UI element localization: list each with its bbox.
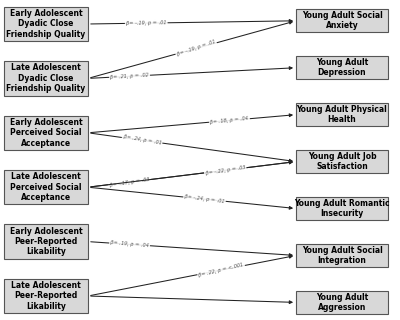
FancyBboxPatch shape <box>296 103 388 126</box>
Text: Early Adolescent
Perceived Social
Acceptance: Early Adolescent Perceived Social Accept… <box>10 118 82 148</box>
Text: β= -.19, p = .01: β= -.19, p = .01 <box>126 20 166 26</box>
Text: Young Adult Social
Anxiety: Young Adult Social Anxiety <box>302 11 382 30</box>
Text: Late Adolescent
Perceived Social
Acceptance: Late Adolescent Perceived Social Accepta… <box>10 172 82 202</box>
Text: β= .18, p = .04: β= .18, p = .04 <box>210 116 249 125</box>
FancyBboxPatch shape <box>296 56 388 79</box>
Text: Late Adolescent
Dyadic Close
Friendship Quality: Late Adolescent Dyadic Close Friendship … <box>6 63 86 93</box>
FancyBboxPatch shape <box>296 197 388 220</box>
Text: β= .21, p = .02: β= .21, p = .02 <box>110 73 149 80</box>
FancyBboxPatch shape <box>4 116 88 150</box>
Text: Young Adult Social
Integration: Young Adult Social Integration <box>302 246 382 265</box>
FancyBboxPatch shape <box>296 150 388 173</box>
Text: Young Adult
Aggression: Young Adult Aggression <box>316 293 368 312</box>
Text: β= -.24, p = .01: β= -.24, p = .01 <box>184 194 225 204</box>
Text: β= -.19, p = .01: β= -.19, p = .01 <box>176 39 216 57</box>
FancyBboxPatch shape <box>296 9 388 32</box>
Text: Young Adult Job
Satisfaction: Young Adult Job Satisfaction <box>308 152 376 171</box>
Text: Young Adult Physical
Health: Young Adult Physical Health <box>297 105 387 124</box>
Text: β= -.17, p = .03: β= -.17, p = .03 <box>109 177 150 188</box>
Text: β= -.22, p = .03: β= -.22, p = .03 <box>205 165 246 176</box>
Text: β= .24, p = .01: β= .24, p = .01 <box>122 134 162 146</box>
FancyBboxPatch shape <box>4 170 88 204</box>
FancyBboxPatch shape <box>4 224 88 259</box>
FancyBboxPatch shape <box>4 279 88 313</box>
Text: Young Adult Romantic
Insecurity: Young Adult Romantic Insecurity <box>294 199 390 218</box>
FancyBboxPatch shape <box>296 291 388 314</box>
Text: Young Adult
Depression: Young Adult Depression <box>316 58 368 77</box>
Text: Late Adolescent
Peer-Reported
Likability: Late Adolescent Peer-Reported Likability <box>11 281 81 311</box>
FancyBboxPatch shape <box>4 7 88 41</box>
Text: Early Adolescent
Peer-Reported
Likability: Early Adolescent Peer-Reported Likabilit… <box>10 227 82 257</box>
Text: β= .19, p = .04: β= .19, p = .04 <box>110 240 149 248</box>
Text: Early Adolescent
Dyadic Close
Friendship Quality: Early Adolescent Dyadic Close Friendship… <box>6 9 86 39</box>
FancyBboxPatch shape <box>296 244 388 267</box>
FancyBboxPatch shape <box>4 61 88 96</box>
Text: β= .22, p = <.001: β= .22, p = <.001 <box>198 262 244 278</box>
